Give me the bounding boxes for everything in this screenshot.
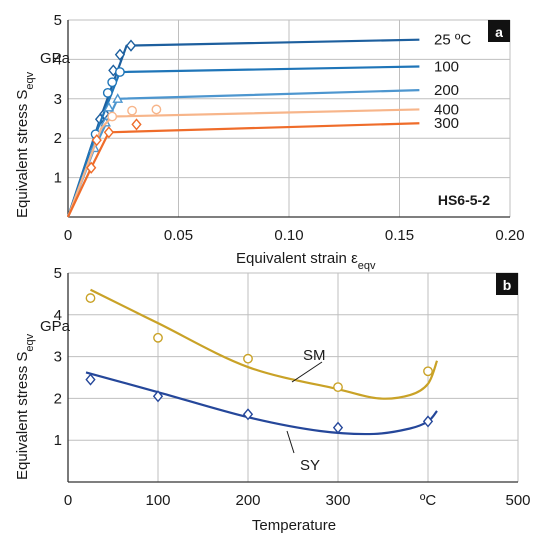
y-tick-label: 1 [54,432,62,449]
data-point [115,67,125,77]
data-point [103,101,115,112]
data-point [85,373,96,386]
y-axis-label: Equivalent stress Seqv [14,71,36,218]
x-tick-label: 0 [64,227,72,244]
data-point [103,126,114,139]
y-tick-label: 5 [54,12,62,29]
x-axis-label: Equivalent strain εeqv [236,250,376,272]
series-line [66,89,420,218]
y-tick-label: 2 [54,130,62,147]
data-point [114,48,126,61]
x-tick-label: 0.05 [164,227,193,244]
x-tick-label: 0 [64,492,72,509]
data-point [131,118,142,131]
series-label: SY [300,457,320,474]
data-point [153,332,163,343]
x-tick-label: 100 [145,492,170,509]
data-point [107,111,118,122]
series-line [67,122,420,218]
data-point [107,77,118,88]
series-line [66,65,420,218]
data-point [112,93,124,103]
series-label: 25 ºC [434,32,471,49]
series-leader-line [291,361,323,383]
data-point [127,105,137,116]
series-label: 300 [434,115,459,132]
panel-tag: b [503,277,512,293]
data-point [152,390,164,403]
y-tick-label: 5 [54,265,62,282]
series-label: 400 [434,101,459,118]
series-curve [85,371,438,436]
series-label: 200 [434,82,459,99]
data-point [242,408,254,421]
data-point [125,39,137,52]
data-point [333,382,343,393]
data-point [102,87,113,98]
panel-tag: a [495,24,503,40]
x-tick-label: 200 [235,492,260,509]
x-tick-label: 0.20 [495,227,524,244]
y-tick-label: 4 [54,51,62,68]
y-unit-label: GPa [40,50,71,67]
data-point [91,134,102,147]
data-point [332,421,344,434]
y-tick-label: 2 [54,390,62,407]
x-tick-label: 0.15 [385,227,414,244]
data-point [85,293,96,303]
series-label: SM [303,347,326,364]
y-tick-label: 4 [54,307,62,324]
series-line [66,108,420,218]
y-tick-label: 3 [54,349,62,366]
x-tick-label: ºC [420,492,436,509]
data-point [422,415,434,428]
y-tick-label: 1 [54,170,62,187]
data-point [86,161,97,174]
x-tick-label: 0.10 [274,227,303,244]
data-point [151,104,162,115]
series-label: 100 [434,58,459,75]
data-point [243,353,253,364]
x-tick-label: 300 [325,492,350,509]
y-axis-label: Equivalent stress Seqv [14,333,36,480]
x-tick-label: 500 [505,492,530,509]
data-point [423,366,433,377]
y-tick-label: 3 [54,91,62,108]
panel-tag-box [488,20,510,42]
series-leader-line [286,430,295,454]
y-unit-label: GPa [40,318,71,335]
x-axis-label: Temperature [252,517,336,534]
panel-tag-box [496,273,518,295]
annotation-hs6-5-2: HS6-5-2 [438,192,490,208]
series-curve [90,288,439,400]
